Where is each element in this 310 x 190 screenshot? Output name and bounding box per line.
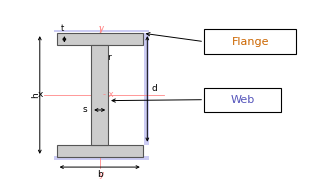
Polygon shape bbox=[57, 33, 143, 45]
Text: - x: - x bbox=[103, 89, 113, 99]
Text: h: h bbox=[32, 92, 41, 98]
Text: s: s bbox=[83, 105, 87, 114]
Text: x: x bbox=[38, 89, 43, 99]
Polygon shape bbox=[57, 145, 143, 157]
Text: t: t bbox=[61, 24, 64, 33]
Text: y: y bbox=[99, 170, 104, 179]
FancyBboxPatch shape bbox=[204, 29, 296, 54]
Text: Web: Web bbox=[230, 95, 255, 105]
Text: d: d bbox=[152, 84, 158, 93]
Polygon shape bbox=[54, 30, 149, 32]
FancyBboxPatch shape bbox=[204, 88, 281, 112]
Text: y: y bbox=[99, 24, 104, 33]
Text: Flange: Flange bbox=[232, 37, 269, 47]
Text: b: b bbox=[97, 170, 103, 179]
Polygon shape bbox=[91, 45, 108, 145]
Polygon shape bbox=[54, 156, 149, 160]
Polygon shape bbox=[144, 33, 149, 145]
Text: r: r bbox=[107, 53, 111, 62]
